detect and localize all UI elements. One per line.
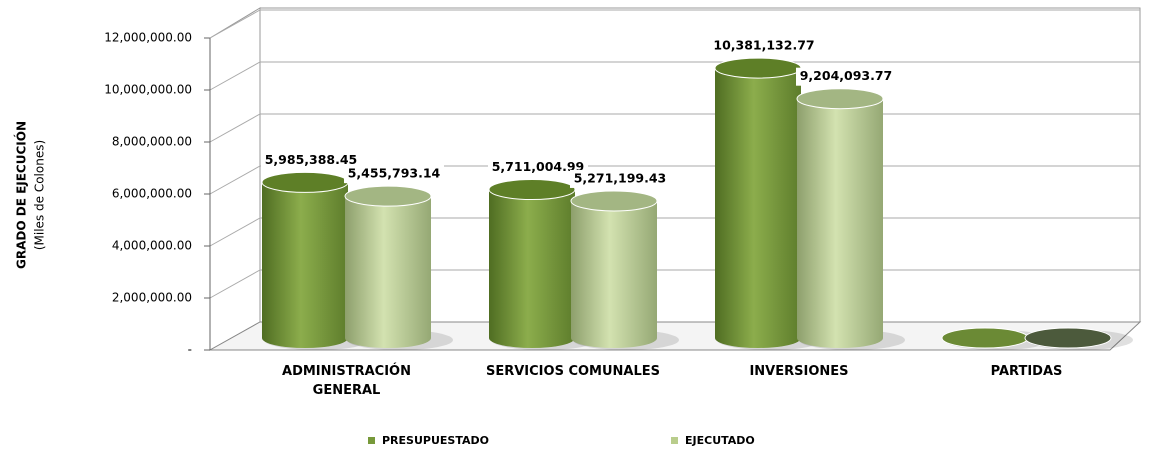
data-label-bg xyxy=(570,169,670,188)
data-label-bg xyxy=(344,165,444,184)
data-label: 5,271,199.43 xyxy=(574,170,667,185)
cylinder-body xyxy=(262,182,348,348)
y-tick-label: 10,000,000.00 xyxy=(104,83,192,97)
grid-line xyxy=(209,9,1140,39)
data-label: 5,711,004.99 xyxy=(492,159,585,174)
data-label-bg xyxy=(488,158,588,177)
data-label: 5,455,793.14 xyxy=(348,166,441,181)
x-tick-label: PARTIDAS xyxy=(990,364,1063,379)
cylinder-body xyxy=(797,98,883,348)
y-axis-title-line: GRADO DE EJECUCIÓN xyxy=(14,121,29,269)
cylinder xyxy=(488,179,597,350)
side-wall xyxy=(209,7,261,351)
cylinder xyxy=(261,171,370,350)
legend-swatch xyxy=(368,437,375,444)
cylinder-body xyxy=(715,68,801,348)
legend-swatch xyxy=(671,437,678,444)
cylinder-top xyxy=(796,88,884,110)
cylinder xyxy=(344,185,453,350)
grid-line xyxy=(209,61,1140,91)
y-tick-label: 6,000,000.00 xyxy=(112,187,192,201)
data-label-bg xyxy=(796,67,896,86)
cylinder-body xyxy=(345,196,431,348)
cylinder-top xyxy=(570,190,658,212)
cylinder-body xyxy=(489,189,575,348)
x-tick-label: SERVICIOS COMUNALES xyxy=(485,364,661,379)
cylinder xyxy=(714,57,823,350)
cylinder-top xyxy=(1024,327,1112,349)
y-tick-label: - xyxy=(188,343,192,357)
cylinder xyxy=(796,88,905,350)
cylinder-top xyxy=(261,171,349,193)
data-label-bg xyxy=(261,151,361,170)
data-label: 9,204,093.77 xyxy=(800,68,893,83)
data-label-bg xyxy=(714,37,814,56)
cylinder xyxy=(1024,327,1133,350)
data-label: 10,381,132.77 xyxy=(713,38,814,53)
y-tick-label: 12,000,000.00 xyxy=(104,31,192,45)
cylinder-top xyxy=(488,179,576,201)
y-tick-label: 8,000,000.00 xyxy=(112,135,192,149)
cylinder xyxy=(941,327,1050,350)
legend-label: EJECUTADO xyxy=(685,434,755,447)
x-tick-label: ADMINISTRACIÓN GENERAL xyxy=(282,364,411,398)
cylinder-top xyxy=(714,57,802,79)
y-axis-title: GRADO DE EJECUCIÓN (Miles de Colones) xyxy=(14,121,47,269)
cylinder-body xyxy=(571,200,657,348)
legend-label: PRESUPUESTADO xyxy=(382,434,489,447)
cylinder-top xyxy=(941,327,1029,349)
floor xyxy=(208,321,1142,351)
x-tick-label: INVERSIONES xyxy=(749,364,849,379)
cylinder-top xyxy=(344,185,432,207)
y-tick-label: 4,000,000.00 xyxy=(112,239,192,253)
data-label: 5,985,388.45 xyxy=(265,152,358,167)
y-axis-title-line: (Miles de Colones) xyxy=(33,140,47,250)
y-tick-label: 2,000,000.00 xyxy=(112,291,192,305)
cylinder xyxy=(570,190,679,350)
